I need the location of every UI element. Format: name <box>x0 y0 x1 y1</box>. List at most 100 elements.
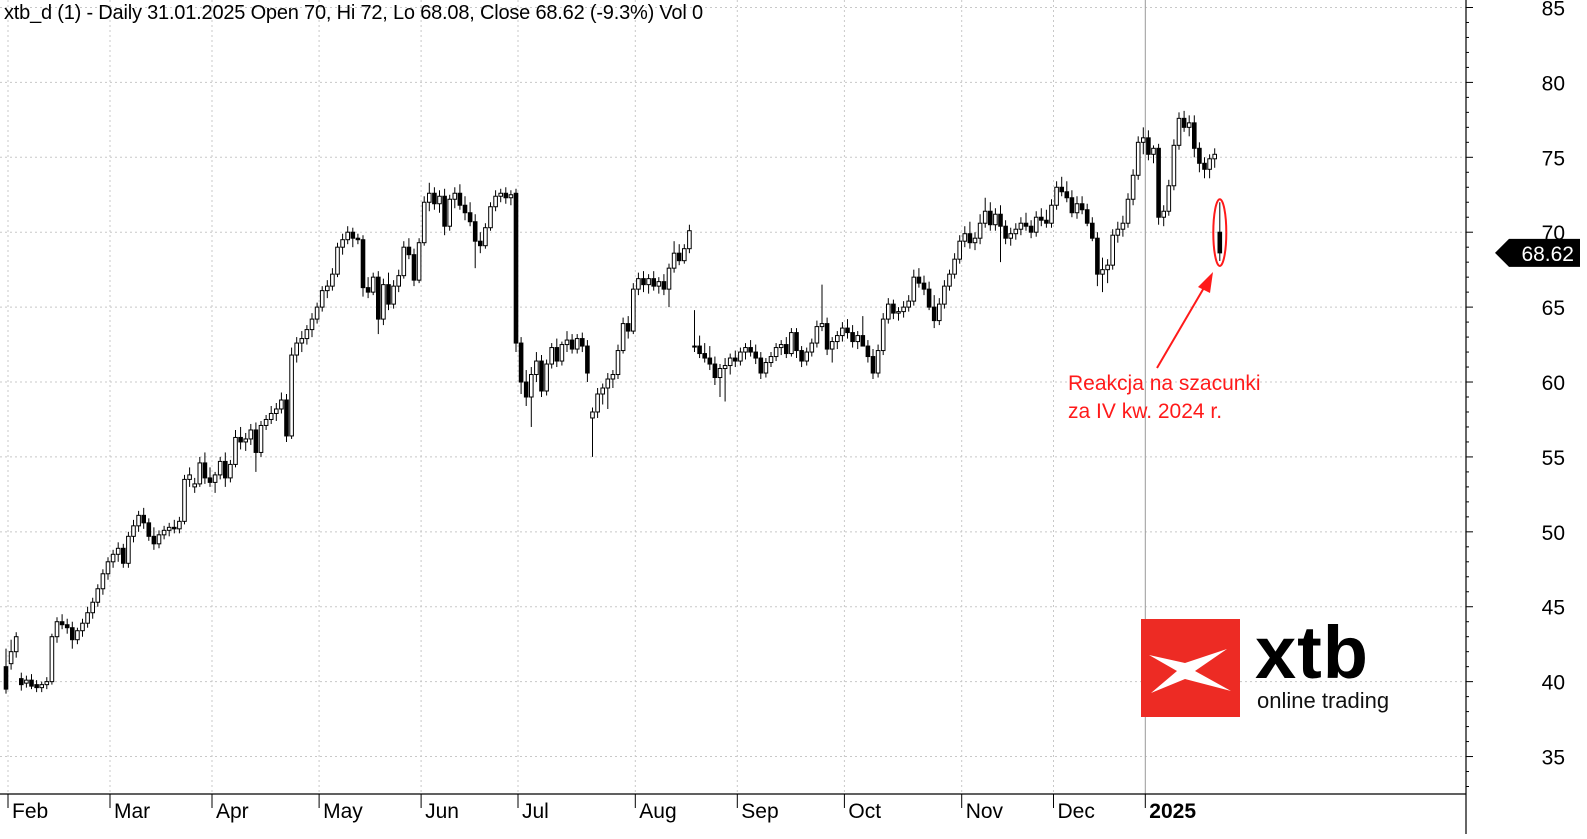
candle <box>870 349 876 380</box>
candle-body-up <box>166 526 172 531</box>
candle <box>248 423 254 445</box>
candle <box>580 332 585 353</box>
candle <box>335 242 340 278</box>
candle <box>1100 257 1105 293</box>
candle-body-up <box>299 338 305 344</box>
candle-body-up <box>289 354 294 437</box>
candle <box>110 549 116 568</box>
candle-body-up <box>590 411 595 419</box>
candle <box>1120 215 1126 237</box>
candle-body-up <box>886 303 891 320</box>
candle <box>926 281 932 311</box>
candle <box>666 263 672 308</box>
candle-body-down <box>64 624 70 629</box>
candle <box>411 248 417 287</box>
candle <box>722 358 728 402</box>
candle-body-down <box>1095 237 1100 275</box>
candle <box>304 325 310 345</box>
candle-body-up <box>631 288 636 332</box>
candle <box>1110 229 1116 270</box>
candle-body-down <box>146 522 152 537</box>
candle-body-down <box>503 192 509 199</box>
candle-body-up <box>952 258 957 275</box>
candle-body-down <box>141 514 146 524</box>
candle-body-down <box>151 535 157 545</box>
candle <box>921 275 927 296</box>
candle-body-down <box>585 345 590 374</box>
candle-body-down <box>676 252 682 262</box>
candle-body-up <box>722 365 728 370</box>
candle <box>993 208 998 231</box>
candle-body-up <box>1074 203 1080 214</box>
candle <box>1161 205 1167 227</box>
candle-body-down <box>1084 209 1090 224</box>
candle <box>1156 143 1161 225</box>
candle <box>437 190 442 213</box>
candle-body-up <box>345 231 350 241</box>
candle-body-down <box>238 436 243 443</box>
candle <box>549 343 555 369</box>
last-price-label: 68.62 <box>1521 243 1574 266</box>
candle-body-up <box>962 233 968 242</box>
candle-body-up <box>972 237 978 244</box>
candle <box>901 301 906 318</box>
candle <box>126 531 131 568</box>
candle <box>911 269 917 306</box>
candle <box>498 188 503 203</box>
candle <box>1197 142 1202 173</box>
candle <box>727 353 733 375</box>
candle-body-down <box>1202 162 1207 170</box>
candle-body-up <box>666 267 672 290</box>
candle-body-up <box>880 318 886 352</box>
candle <box>733 350 738 368</box>
x-tick-label: Jun <box>425 800 459 823</box>
candle-body-up <box>243 438 248 443</box>
y-tick-label: 60 <box>1542 372 1565 395</box>
candle <box>355 233 361 245</box>
candle <box>1059 176 1065 197</box>
candle-body-down <box>1079 203 1085 211</box>
candle <box>457 184 463 210</box>
candle <box>682 244 687 264</box>
candle <box>1084 203 1090 227</box>
candle-body-up <box>819 323 825 328</box>
candle-body-up <box>896 311 901 314</box>
candle-body-down <box>207 477 213 483</box>
x-tick-label: Nov <box>966 800 1004 823</box>
candle-body-down <box>967 233 973 244</box>
candle-body-up <box>156 534 162 545</box>
logo-name: xtb <box>1255 611 1369 694</box>
candle <box>1095 232 1100 287</box>
candle-body-down <box>70 627 75 641</box>
candle-body-up <box>993 213 998 226</box>
y-tick-label: 55 <box>1542 447 1565 470</box>
candle-body-up <box>977 222 983 239</box>
candle <box>314 302 320 324</box>
candle <box>1130 169 1136 206</box>
candle <box>585 340 590 383</box>
candle <box>1181 110 1187 132</box>
candle-body-up <box>804 351 810 362</box>
candle-body-up <box>508 194 514 199</box>
candle-body-up <box>559 344 565 362</box>
candle <box>166 522 172 537</box>
candle-body-down <box>799 350 804 362</box>
candle <box>54 617 60 643</box>
candle <box>370 272 376 296</box>
candle <box>1176 112 1182 150</box>
candle-body-down <box>523 381 529 398</box>
candle <box>1049 199 1054 228</box>
candle-body-down <box>34 684 39 689</box>
candle <box>717 364 723 397</box>
candle-body-up <box>1207 158 1212 170</box>
candle-body-up <box>100 573 106 590</box>
candle-body-up <box>687 230 692 250</box>
candle <box>687 224 692 254</box>
candle-body-down <box>697 345 702 355</box>
y-tick-label: 75 <box>1542 147 1565 170</box>
candle <box>488 202 493 231</box>
candle-body-up <box>483 227 488 247</box>
candle-body-down <box>845 327 850 334</box>
